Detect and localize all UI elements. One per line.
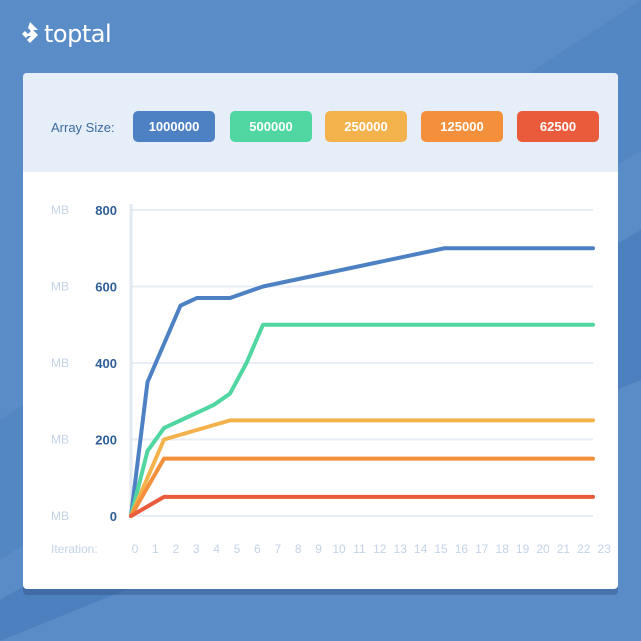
logo-text: toptal [44, 20, 112, 48]
legend: Array Size: 1000000 500000 250000 125000 625… [23, 73, 618, 172]
x-tick-13: 13 [394, 542, 408, 556]
legend-title: Array Size: [51, 120, 115, 135]
x-tick-4: 4 [213, 542, 220, 556]
x-axis-label: Iteration: [51, 542, 98, 556]
x-tick-7: 7 [274, 542, 281, 556]
y-tick-0: 0 [110, 509, 117, 524]
y-unit-label: MB [51, 509, 69, 523]
y-tick-800: 800 [95, 203, 117, 218]
x-tick-22: 22 [577, 542, 591, 556]
x-tick-10: 10 [332, 542, 346, 556]
series-line-250000 [129, 418, 595, 518]
x-tick-9: 9 [315, 542, 322, 556]
x-tick-16: 16 [455, 542, 469, 556]
series-line-125000 [129, 456, 595, 518]
chart-card: Array Size: 1000000 500000 250000 125000 625… [23, 73, 618, 589]
x-tick-23: 23 [598, 542, 612, 556]
x-tick-15: 15 [434, 542, 448, 556]
y-unit-label: MB [51, 280, 69, 294]
legend-item-250000[interactable]: 250000 [325, 111, 407, 142]
x-tick-18: 18 [496, 542, 510, 556]
series-line-500000 [129, 322, 595, 518]
y-unit-label: MB [51, 433, 69, 447]
x-tick-1: 1 [152, 542, 159, 556]
x-tick-20: 20 [536, 542, 550, 556]
legend-item-125000[interactable]: 125000 [421, 111, 503, 142]
x-tick-5: 5 [234, 542, 241, 556]
toptal-logo-icon [22, 22, 38, 43]
x-tick-19: 19 [516, 542, 530, 556]
x-tick-21: 21 [557, 542, 571, 556]
y-unit-label: MB [51, 203, 69, 217]
series-line-62500 [129, 494, 595, 518]
x-tick-2: 2 [172, 542, 179, 556]
y-tick-600: 600 [95, 280, 117, 295]
x-tick-0: 0 [132, 542, 139, 556]
toptal-logo[interactable]: toptal [20, 17, 112, 51]
series-line-1000000 [129, 246, 595, 518]
x-tick-11: 11 [353, 542, 366, 556]
x-tick-17: 17 [475, 542, 489, 556]
legend-item-1000000[interactable]: 1000000 [133, 111, 215, 142]
legend-item-62500[interactable]: 62500 [517, 111, 599, 142]
legend-item-500000[interactable]: 500000 [230, 111, 312, 142]
y-unit-label: MB [51, 356, 69, 370]
x-tick-3: 3 [193, 542, 200, 556]
x-tick-6: 6 [254, 542, 261, 556]
x-tick-12: 12 [373, 542, 387, 556]
y-tick-400: 400 [95, 356, 117, 371]
x-tick-8: 8 [295, 542, 302, 556]
y-tick-200: 200 [95, 433, 117, 448]
x-tick-14: 14 [414, 542, 428, 556]
